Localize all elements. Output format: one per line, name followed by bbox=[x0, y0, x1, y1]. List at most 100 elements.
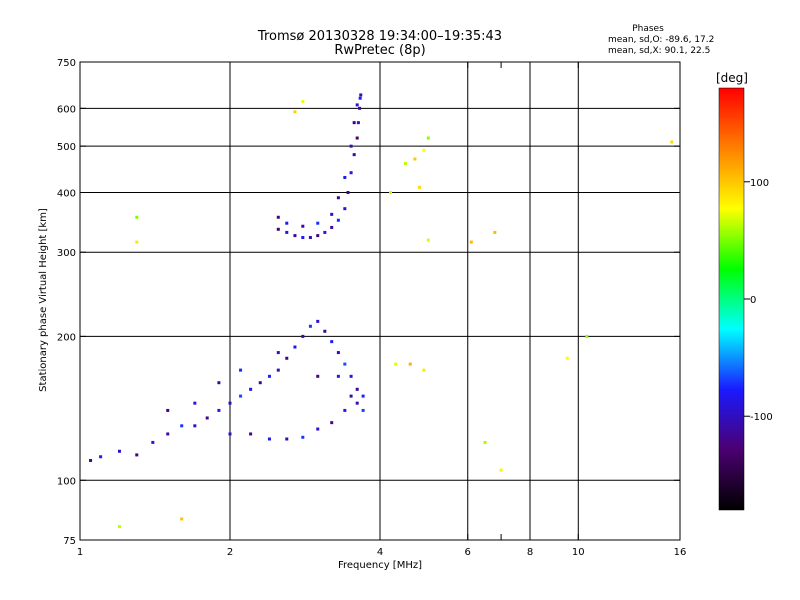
colorbar-label: [deg] bbox=[716, 71, 748, 85]
data-point bbox=[349, 394, 353, 398]
data-point bbox=[285, 356, 289, 360]
x-tick-label: 8 bbox=[527, 547, 533, 558]
data-point bbox=[361, 394, 365, 398]
data-point bbox=[166, 408, 170, 412]
data-point bbox=[308, 236, 312, 240]
data-point bbox=[301, 236, 305, 240]
data-point bbox=[117, 525, 121, 529]
data-point bbox=[308, 324, 312, 328]
data-point bbox=[336, 196, 340, 200]
phases-heading: Phases bbox=[632, 24, 664, 34]
data-point bbox=[343, 362, 347, 366]
data-point bbox=[343, 408, 347, 412]
phases-o-stats: mean, sd,O: -89.6, 17.2 bbox=[608, 35, 714, 45]
data-point bbox=[352, 121, 356, 125]
data-points bbox=[89, 93, 674, 529]
data-point bbox=[267, 374, 271, 378]
data-point bbox=[193, 401, 197, 405]
x-tick-label: 4 bbox=[377, 547, 383, 558]
data-point bbox=[349, 374, 353, 378]
data-point bbox=[426, 238, 430, 242]
data-point bbox=[151, 440, 155, 444]
data-point bbox=[285, 437, 289, 441]
data-point bbox=[361, 408, 365, 412]
data-point bbox=[355, 387, 359, 391]
data-point bbox=[422, 368, 426, 372]
x-tick-label: 16 bbox=[674, 547, 687, 558]
data-point bbox=[249, 432, 253, 436]
data-point bbox=[355, 401, 359, 405]
data-point bbox=[217, 381, 221, 385]
data-point bbox=[293, 234, 297, 238]
data-point bbox=[301, 224, 305, 228]
data-point bbox=[301, 435, 305, 439]
data-point bbox=[180, 517, 184, 521]
data-point bbox=[417, 185, 421, 189]
colorbar-tick-label: -100 bbox=[750, 412, 773, 423]
colorbar-ticks: 100 0 -100 bbox=[744, 178, 773, 423]
y-tick-label: 400 bbox=[57, 188, 76, 199]
y-tick-label: 75 bbox=[63, 536, 76, 547]
data-point bbox=[585, 334, 589, 338]
chart-subtitle: RwPretec (8p) bbox=[334, 43, 425, 58]
data-point bbox=[336, 374, 340, 378]
data-point bbox=[330, 421, 334, 425]
data-point bbox=[355, 136, 359, 140]
axis-ticks: 1 2 4 6 8 10 16 75 100 200 300 400 500 600 750 bbox=[57, 58, 686, 558]
data-point bbox=[276, 351, 280, 355]
data-point bbox=[413, 157, 417, 161]
data-point bbox=[293, 110, 297, 114]
data-point bbox=[267, 437, 271, 441]
y-tick-label: 500 bbox=[57, 142, 76, 153]
data-point bbox=[349, 171, 353, 175]
data-point bbox=[285, 221, 289, 225]
phases-x-stats: mean, sd,X: 90.1, 22.5 bbox=[608, 46, 710, 56]
data-point bbox=[426, 136, 430, 140]
data-point bbox=[99, 455, 103, 459]
y-tick-label: 300 bbox=[57, 248, 76, 259]
data-point bbox=[330, 340, 334, 344]
data-point bbox=[135, 453, 139, 457]
colorbar-tick-label: 0 bbox=[750, 295, 756, 306]
data-point bbox=[193, 424, 197, 428]
data-point bbox=[166, 432, 170, 436]
data-point bbox=[217, 408, 221, 412]
y-tick-label: 600 bbox=[57, 104, 76, 115]
data-point bbox=[330, 212, 334, 216]
data-point bbox=[276, 227, 280, 231]
data-point bbox=[499, 468, 503, 472]
data-point bbox=[493, 230, 497, 234]
data-point bbox=[135, 215, 139, 219]
data-point bbox=[403, 161, 407, 165]
data-point bbox=[483, 440, 487, 444]
data-point bbox=[389, 190, 393, 194]
data-point bbox=[346, 190, 350, 194]
data-point bbox=[301, 334, 305, 338]
data-point bbox=[394, 362, 398, 366]
data-point bbox=[343, 175, 347, 179]
data-point bbox=[343, 207, 347, 211]
data-point bbox=[565, 356, 569, 360]
data-point bbox=[316, 319, 320, 323]
data-point bbox=[276, 368, 280, 372]
data-point bbox=[89, 458, 93, 462]
data-point bbox=[469, 240, 473, 244]
data-point bbox=[316, 427, 320, 431]
y-tick-label: 100 bbox=[57, 476, 76, 487]
y-axis-label: Stationary phase Virtual Height [km] bbox=[38, 208, 49, 392]
data-point bbox=[422, 148, 426, 152]
data-point bbox=[239, 394, 243, 398]
data-point bbox=[670, 140, 674, 144]
data-point bbox=[205, 416, 209, 420]
colorbar-tick-label: 100 bbox=[750, 178, 769, 189]
chart-title: Tromsø 20130328 19:34:00–19:35:43 bbox=[257, 29, 502, 44]
data-point bbox=[117, 449, 121, 453]
data-point bbox=[135, 240, 139, 244]
data-point bbox=[408, 362, 412, 366]
data-point bbox=[330, 225, 334, 229]
data-point bbox=[356, 121, 360, 125]
data-point bbox=[180, 424, 184, 428]
x-tick-label: 6 bbox=[465, 547, 471, 558]
data-point bbox=[352, 153, 356, 157]
